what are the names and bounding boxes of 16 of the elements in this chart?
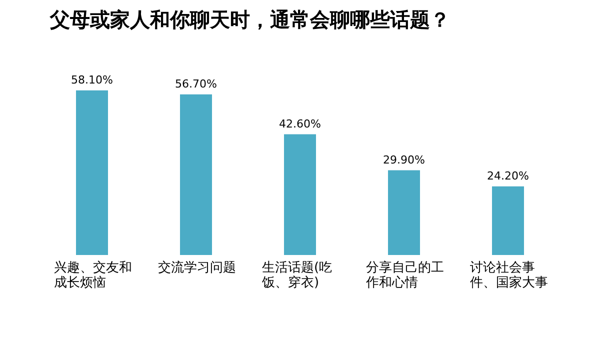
x-tick-label: 兴趣、交友和成长烦恼 [54,260,132,290]
bar [284,134,316,255]
data-label: 58.10% [71,73,113,86]
bar [388,170,420,255]
x-tick-label: 交流学习问题 [158,260,236,276]
x-tick-label: 分享自己的工作和心情 [365,260,444,290]
x-tick-label: 生活话题(吃饭、穿衣) [261,260,332,290]
data-label: 24.20% [487,169,529,182]
bar [180,94,212,255]
data-label: 56.70% [175,77,217,90]
data-label: 29.90% [383,153,425,166]
data-label: 42.60% [279,117,321,130]
bar [492,186,524,255]
x-tick-label: 讨论社会事件、国家大事 [470,260,548,290]
chart-title: 父母或家人和你聊天时，通常会聊哪些话题？ [49,7,450,32]
bar [76,90,108,255]
